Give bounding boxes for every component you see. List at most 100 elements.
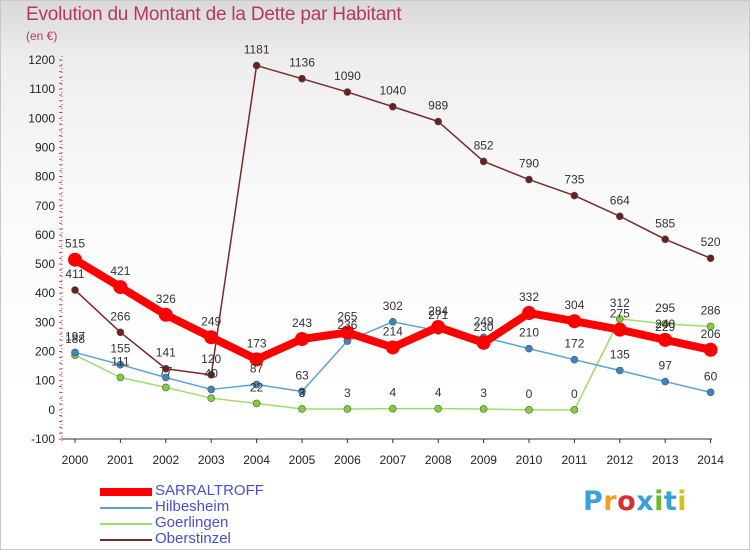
data-point-goerlingen [615, 315, 624, 323]
data-label-hilbesheim: 210 [519, 326, 539, 340]
data-point-hilbesheim [525, 344, 533, 353]
data-point-oberstinzel [615, 212, 624, 221]
data-label-oberstinzel: 141 [156, 346, 176, 360]
data-label-hilbesheim: 155 [110, 342, 130, 356]
x-tick-label: 2002 [152, 453, 179, 467]
x-tick-label: 2014 [697, 453, 724, 467]
data-label-oberstinzel: 585 [655, 216, 675, 230]
data-point-oberstinzel [525, 175, 533, 184]
y-tick-label: 0 [48, 403, 55, 417]
data-label-goerlingen: 295 [655, 301, 675, 315]
x-tick-label: 2010 [516, 453, 543, 467]
data-point-sarraltroff [158, 307, 173, 322]
data-point-sarraltroff [703, 342, 718, 357]
x-tick-label: 2001 [107, 453, 134, 467]
data-point-sarraltroff [204, 330, 219, 345]
data-point-goerlingen [343, 405, 352, 413]
data-label-oberstinzel: 411 [65, 267, 84, 281]
data-point-sarraltroff [68, 252, 82, 267]
data-label-goerlingen: 286 [701, 303, 721, 317]
data-label-hilbesheim: 97 [659, 359, 673, 373]
data-label-oberstinzel: 120 [201, 352, 221, 366]
x-tick-label: 2007 [379, 453, 406, 467]
x-tick-label: 2006 [334, 453, 361, 467]
y-tick-label: 1000 [28, 111, 55, 125]
logo-letter: i [654, 486, 664, 517]
axes: -100010020030040050060070080090010001100… [28, 53, 724, 467]
data-label-hilbesheim: 63 [295, 368, 309, 382]
data-label-hilbesheim: 60 [704, 369, 718, 383]
data-point-sarraltroff [522, 306, 536, 321]
data-point-oberstinzel [252, 61, 261, 70]
data-point-sarraltroff [612, 322, 627, 337]
legend-label-oberstinzel: Oberstinzel [155, 530, 231, 547]
legend-label-goerlingen: Goerlingen [155, 514, 229, 531]
data-point-oberstinzel [298, 74, 306, 83]
data-label-sarraltroff: 214 [383, 324, 403, 338]
data-label-sarraltroff: 284 [428, 304, 448, 318]
y-tick-label: 800 [35, 170, 55, 184]
legend-swatch-sarraltroff [100, 488, 152, 496]
data-point-hilbesheim [661, 377, 670, 386]
data-point-sarraltroff [249, 352, 264, 367]
y-tick-label: 900 [35, 140, 55, 154]
data-label-hilbesheim: 172 [564, 337, 584, 351]
data-point-oberstinzel [162, 364, 170, 373]
data-point-goerlingen [388, 404, 397, 413]
legend-swatch-goerlingen [100, 523, 152, 525]
data-label-extra: 3 [299, 386, 306, 400]
chart-subtitle: (en €) [26, 29, 58, 43]
x-tick-label: 2003 [198, 453, 225, 467]
data-point-sarraltroff [340, 325, 355, 340]
data-point-goerlingen [298, 405, 306, 413]
logo-letter: x [636, 486, 655, 517]
logo-letter: r [603, 486, 618, 517]
data-label-extra: 271 [428, 308, 448, 322]
logo-letter: o [617, 486, 637, 517]
x-tick-label: 2012 [606, 453, 633, 467]
series-layer [68, 61, 718, 414]
data-point-goerlingen [570, 406, 579, 414]
data-point-goerlingen [207, 394, 215, 402]
data-point-goerlingen [661, 320, 670, 328]
data-label-oberstinzel: 1181 [244, 43, 270, 57]
data-label-oberstinzel: 989 [428, 99, 448, 113]
data-point-goerlingen [434, 404, 443, 413]
data-label-sarraltroff: 206 [701, 327, 721, 341]
data-label-oberstinzel: 1040 [379, 84, 406, 98]
data-point-goerlingen [252, 399, 261, 408]
data-label-sarraltroff: 265 [337, 310, 357, 324]
logo-letter: P [583, 486, 604, 517]
x-tick-label: 2005 [289, 453, 316, 467]
logo-letter: t [663, 486, 678, 517]
data-point-hilbesheim [298, 387, 306, 396]
data-point-oberstinzel [434, 117, 443, 126]
data-point-hilbesheim [706, 388, 715, 397]
data-point-sarraltroff [385, 340, 400, 355]
data-point-oberstinzel [479, 157, 488, 166]
data-label-goerlingen: 3 [299, 386, 306, 400]
x-tick-label: 2009 [470, 453, 497, 467]
data-label-sarraltroff: 173 [247, 336, 267, 350]
data-point-hilbesheim [116, 360, 125, 369]
x-tick-label: 2008 [425, 453, 452, 467]
data-label-hilbesheim: 302 [383, 299, 403, 313]
data-label-sarraltroff: 240 [655, 317, 675, 331]
data-label-sarraltroff: 230 [474, 320, 494, 334]
data-label-sarraltroff: 243 [292, 316, 312, 330]
data-point-oberstinzel [706, 254, 715, 263]
x-tick-label: 2000 [62, 453, 89, 467]
data-point-sarraltroff [567, 314, 582, 329]
y-tick-label: 300 [35, 315, 55, 329]
data-label-sarraltroff: 275 [610, 307, 630, 321]
data-point-goerlingen [116, 373, 125, 382]
data-label-goerlingen: 0 [571, 387, 578, 401]
data-label-extra: 77 [159, 364, 173, 378]
data-point-oberstinzel [661, 235, 670, 244]
data-point-goerlingen [162, 383, 170, 392]
y-tick-label: 700 [35, 199, 55, 213]
data-label-hilbesheim: 197 [65, 329, 85, 343]
data-point-hilbesheim [71, 348, 79, 357]
